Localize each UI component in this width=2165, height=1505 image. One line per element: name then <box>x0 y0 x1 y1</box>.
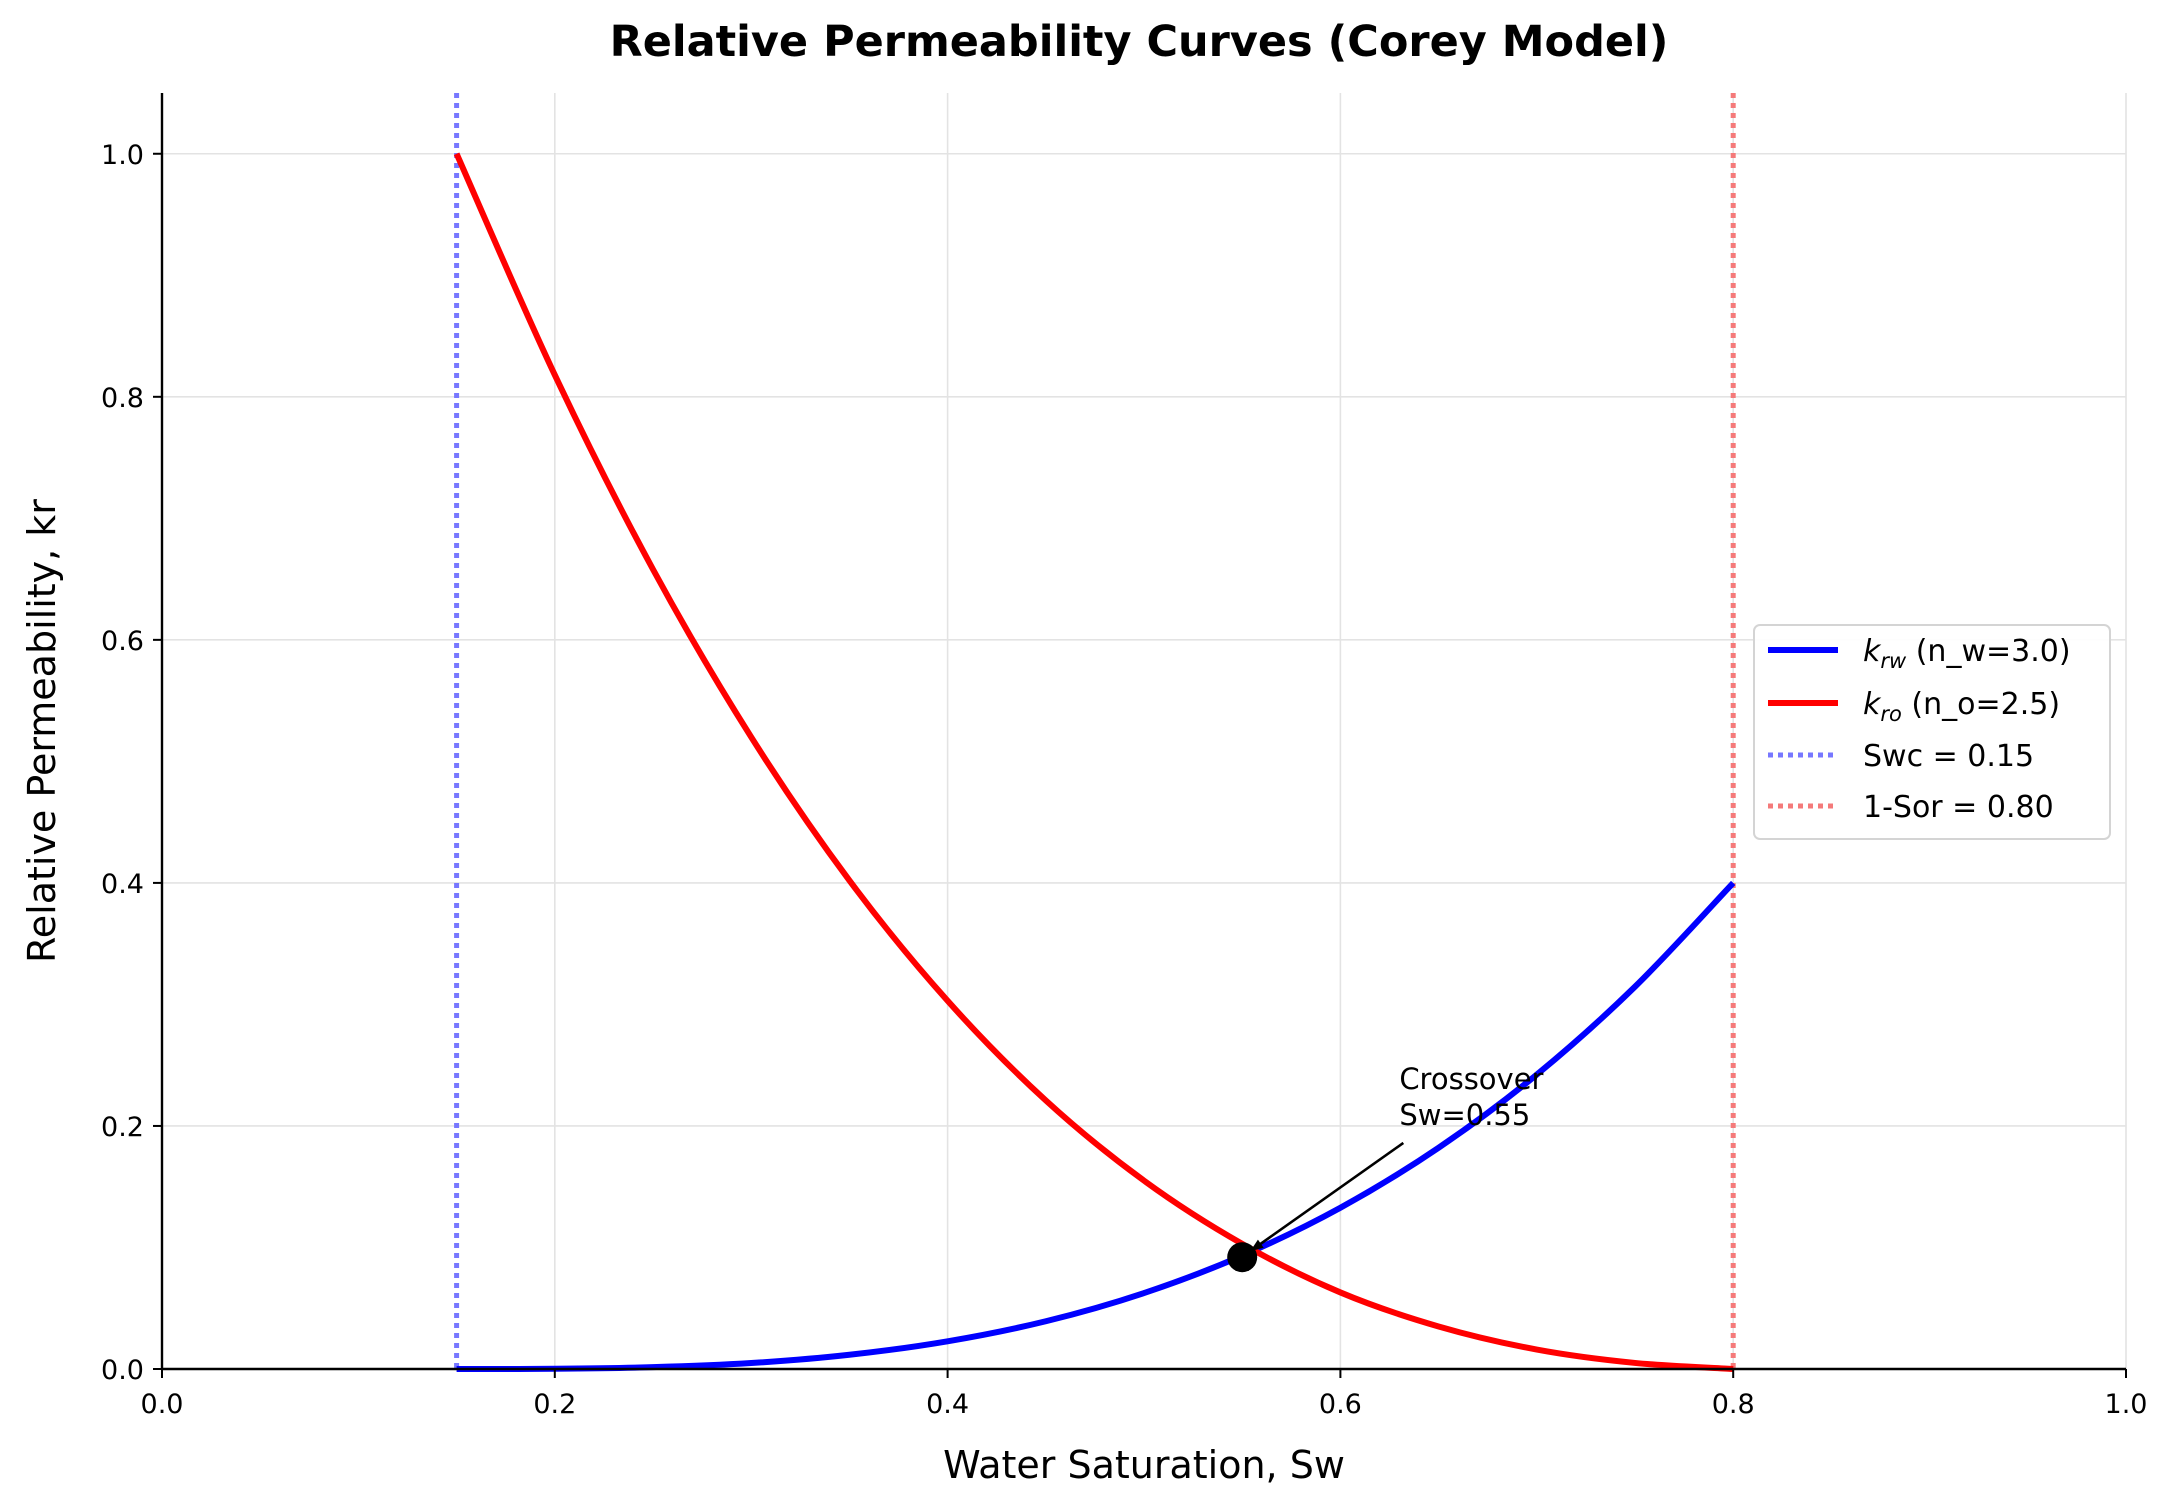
x-tick-label: 0.0 <box>141 1389 184 1420</box>
x-tick-label: 1.0 <box>2105 1389 2148 1420</box>
chart-title: Relative Permeability Curves (Corey Mode… <box>610 17 1669 67</box>
legend-box <box>1753 624 2111 840</box>
x-axis-label: Water Saturation, Sw <box>943 1443 1345 1487</box>
y-tick-label: 0.0 <box>101 1355 144 1386</box>
y-tick-label: 0.4 <box>101 869 144 900</box>
annotation-arrowhead <box>1250 1239 1264 1252</box>
legend: krw (n_w=3.0)kro (n_o=2.5)Swc = 0.151-So… <box>1753 624 2111 840</box>
legend-label-3: Swc = 0.15 <box>1863 739 2034 774</box>
legend-label-2: kro (n_o=2.5) <box>1863 687 2060 726</box>
legend-subscript: rw <box>1880 649 1907 673</box>
crossover-annotation: Crossover Sw=0.55 <box>1249 1062 1544 1253</box>
legend-suffix: (n_o=2.5) <box>1902 687 2060 722</box>
crossover-marker <box>1227 1242 1258 1273</box>
y-tick-label: 0.6 <box>101 626 144 657</box>
crossover-marker-layer <box>1227 1242 1258 1273</box>
y-axis-label: Relative Permeability, kr <box>20 499 64 963</box>
annotation-line-1: Crossover <box>1399 1062 1543 1096</box>
legend-symbol: k <box>1863 634 1882 669</box>
grid <box>162 93 2127 1369</box>
axes <box>160 93 2126 1371</box>
reference-lines <box>454 93 1736 1369</box>
legend-symbol: k <box>1863 687 1882 722</box>
legend-subscript: ro <box>1880 702 1901 726</box>
y-tick-label: 0.2 <box>101 1112 144 1143</box>
krw-curve <box>456 880 1736 1372</box>
legend-suffix: (n_w=3.0) <box>1906 634 2070 669</box>
y-ticks: 0.0 0.2 0.4 0.6 0.8 1.0 <box>101 140 162 1386</box>
x-ticks: 0.0 0.2 0.4 0.6 0.8 1.0 <box>141 1369 2148 1420</box>
legend-label-4: 1-Sor = 0.80 <box>1863 790 2054 825</box>
annotation-line-2: Sw=0.55 <box>1399 1098 1530 1132</box>
y-tick-label: 0.8 <box>101 383 144 414</box>
x-tick-label: 0.4 <box>926 1389 969 1420</box>
x-tick-label: 0.2 <box>533 1389 576 1420</box>
y-tick-label: 1.0 <box>101 140 144 171</box>
annotation-arrow <box>1249 1141 1405 1253</box>
series-lines <box>453 152 1736 1372</box>
x-tick-label: 0.8 <box>1712 1389 1755 1420</box>
x-tick-label: 0.6 <box>1319 1389 1362 1420</box>
kro-curve <box>453 152 1734 1372</box>
legend-label-1: krw (n_w=3.0) <box>1863 634 2071 673</box>
